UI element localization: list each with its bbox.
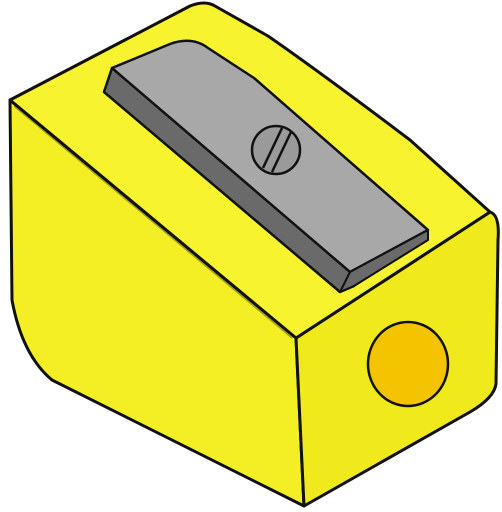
sharpener-edge-line <box>13 105 293 339</box>
pencil-hole <box>366 320 450 408</box>
blade-bevel <box>339 229 429 293</box>
sharpener-left-face <box>8 98 306 508</box>
screw-icon <box>250 124 302 176</box>
